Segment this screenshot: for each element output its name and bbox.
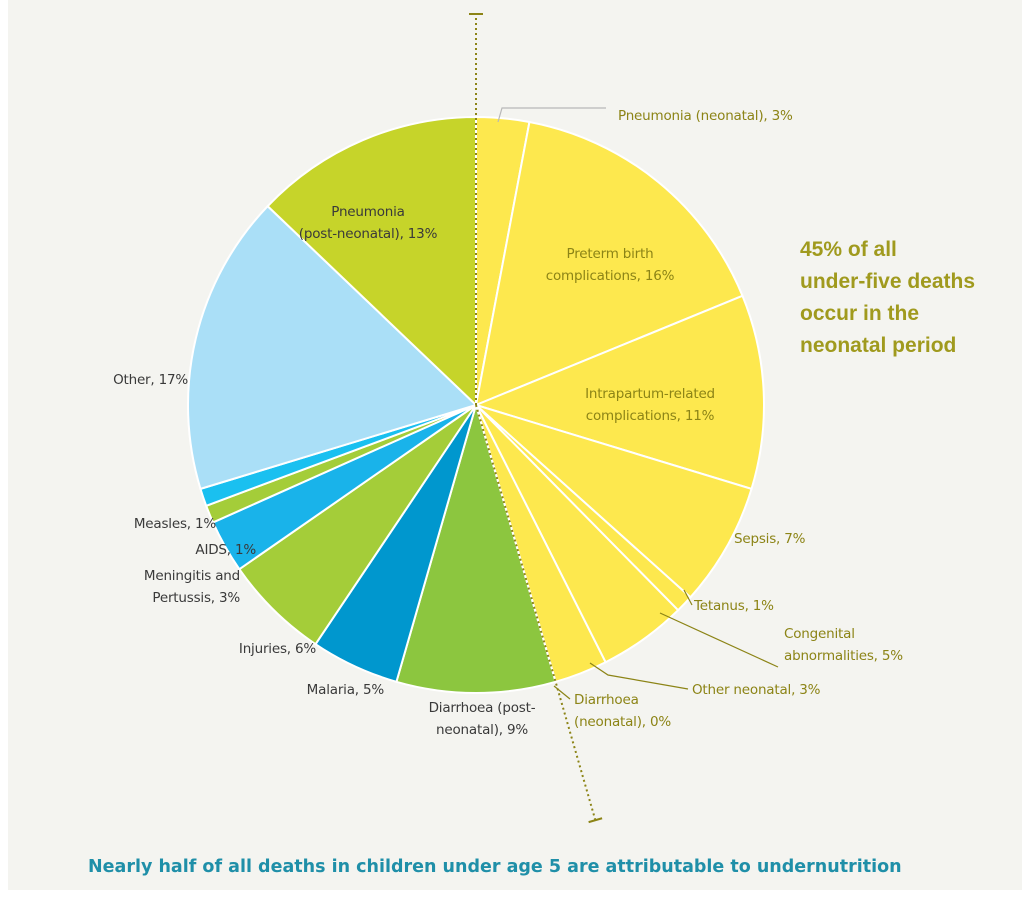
slice-label: Malaria, 5% xyxy=(307,682,385,698)
slice-label-line: Malaria, 5% xyxy=(307,682,385,698)
slice-label-line: Preterm birth xyxy=(567,246,654,262)
slice-label-line: Diarrhoea (post- xyxy=(429,700,536,716)
annotation-line: under-five deaths xyxy=(800,270,975,293)
slice-label-line: Pertussis, 3% xyxy=(152,590,240,606)
leader-line xyxy=(589,662,689,690)
slice-label: Other neonatal, 3% xyxy=(692,682,821,698)
slice-label-line: Other, 17% xyxy=(113,372,188,388)
slice-label: Intrapartum-related complications, 11% xyxy=(585,386,715,424)
pie-slice xyxy=(187,204,478,491)
slice-label-line: Sepsis, 7% xyxy=(734,531,806,547)
slice-label-line: Pneumonia xyxy=(331,204,405,220)
slice-label-line: Measles, 1% xyxy=(134,516,217,532)
divider-cap-bottom xyxy=(588,817,603,824)
neonatal-divider xyxy=(469,13,603,824)
slice-label-line: Meningitis and xyxy=(144,568,240,584)
slice-label-line: Tetanus, 1% xyxy=(693,598,774,614)
slice-label: Pneumonia (neonatal), 3% xyxy=(618,108,793,124)
annotation-line: 45% of all xyxy=(800,238,897,261)
slice-label-line: Diarrhoea xyxy=(574,692,639,708)
leader-line xyxy=(497,107,606,123)
pie-slices xyxy=(187,115,765,694)
slice-label-line: neonatal), 9% xyxy=(436,722,528,738)
slice-label: Sepsis, 7% xyxy=(734,531,806,547)
slice-label-line: complications, 16% xyxy=(546,268,675,284)
annotation-line: neonatal period xyxy=(800,334,956,357)
slice-label-line: complications, 11% xyxy=(586,408,715,424)
chart-canvas: Pneumonia (neonatal), 3% Preterm birth com… xyxy=(8,0,1022,890)
divider-line-bottom xyxy=(475,404,597,821)
slice-label: Congenital abnormalities, 5% xyxy=(784,626,903,664)
slice-label: Diarrhoea (neonatal), 0% xyxy=(574,692,671,730)
neonatal-annotation: 45% of all under-five deaths occur in th… xyxy=(800,238,981,357)
slice-label-line: Intrapartum-related xyxy=(585,386,715,402)
slice-label-line: Pneumonia (neonatal), 3% xyxy=(618,108,793,124)
footer-caption: Nearly half of all deaths in children un… xyxy=(88,857,902,877)
pie-slice xyxy=(475,404,753,599)
slice-label: Meningitis and Pertussis, 3% xyxy=(144,568,240,606)
slice-label-line: Injuries, 6% xyxy=(239,641,316,657)
pie-slice xyxy=(395,401,557,694)
leader-line xyxy=(659,612,779,668)
slice-label: AIDS, 1% xyxy=(195,542,256,558)
leader-line xyxy=(683,589,693,606)
slice-label-line: abnormalities, 5% xyxy=(784,648,903,664)
pie-slice xyxy=(473,294,765,491)
slice-label-line: Other neonatal, 3% xyxy=(692,682,821,698)
slice-label: Diarrhoea (post-neonatal), 9% xyxy=(429,700,536,738)
slice-label: Injuries, 6% xyxy=(239,641,316,657)
leader-line xyxy=(553,685,571,700)
leader-lines xyxy=(497,107,779,700)
slice-label: Measles, 1% xyxy=(134,516,217,532)
slice-label: Preterm birth complications, 16% xyxy=(546,246,675,284)
slice-label: Other, 17% xyxy=(113,372,188,388)
annotation-line: occur in the xyxy=(800,302,919,325)
slice-label: Pneumonia (post-neonatal), 13% xyxy=(299,204,438,242)
pie-slice xyxy=(474,120,744,407)
slice-label-line: (post-neonatal), 13% xyxy=(299,226,438,242)
slice-label-line: (neonatal), 0% xyxy=(574,714,671,730)
slice-labels: Pneumonia (neonatal), 3% Preterm birth com… xyxy=(113,108,903,738)
slice-label-line: Congenital xyxy=(784,626,855,642)
pie-chart: Pneumonia (neonatal), 3% Preterm birth com… xyxy=(88,13,981,877)
pie-slice xyxy=(266,115,477,408)
slice-label: Tetanus, 1% xyxy=(693,598,774,614)
slice-label-line: AIDS, 1% xyxy=(195,542,256,558)
